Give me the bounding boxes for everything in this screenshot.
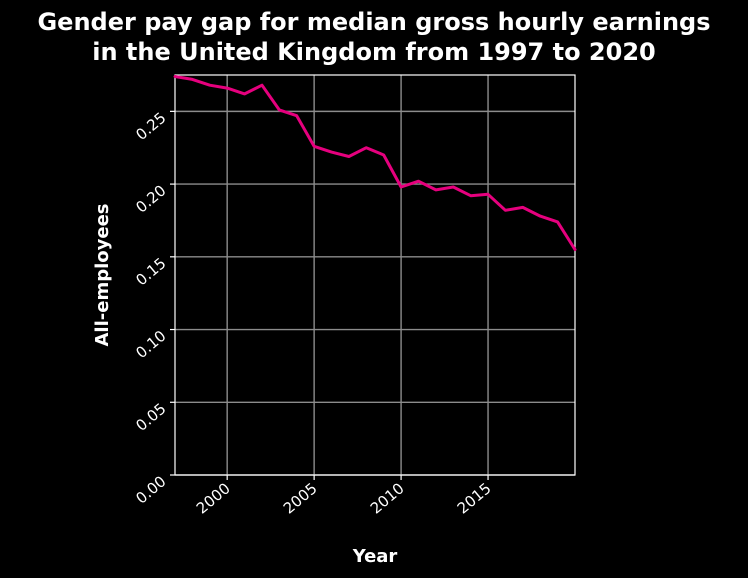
y-tick-label: 0.20 <box>132 181 169 216</box>
y-tick-label: 0.00 <box>132 472 169 507</box>
plot-frame <box>174 74 576 476</box>
grid-lines <box>175 75 575 476</box>
y-tick-label: 0.15 <box>132 254 169 289</box>
y-tick-label: 0.10 <box>132 327 169 362</box>
x-tick-label: 2000 <box>193 479 234 517</box>
y-axis-title: All-employees <box>92 204 113 347</box>
y-tick-label: 0.25 <box>132 109 169 144</box>
y-tick-label: 0.05 <box>132 400 169 435</box>
series-line <box>173 75 577 251</box>
x-tick-label: 2010 <box>367 479 408 517</box>
series <box>173 75 577 251</box>
x-tick-label: 2005 <box>280 479 321 517</box>
x-tick-label: 2015 <box>454 479 495 517</box>
x-axis-title: Year <box>352 546 398 567</box>
chart-title-line-2: in the United Kingdom from 1997 to 2020 <box>92 38 655 66</box>
chart-title-line-1: Gender pay gap for median gross hourly e… <box>37 8 710 36</box>
